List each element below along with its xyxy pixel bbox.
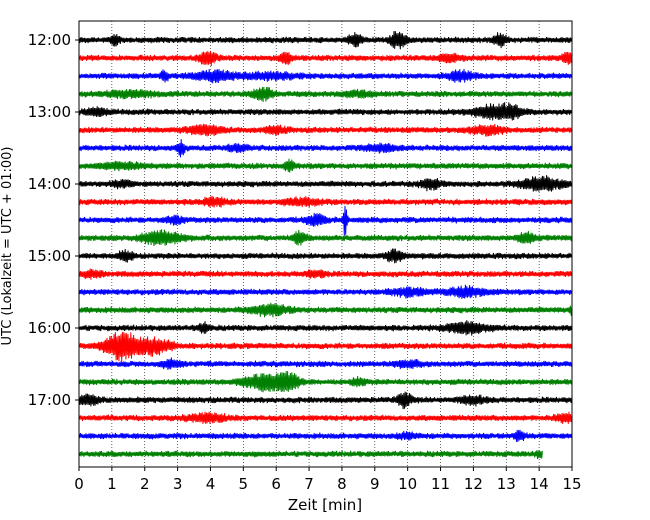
- trace-1630: [78, 357, 573, 370]
- x-tick-label: 15: [562, 475, 581, 493]
- x-tick-label: 5: [239, 475, 249, 493]
- x-tick-label: 1: [107, 475, 117, 493]
- trace-1315: [78, 123, 573, 137]
- trace-1645: [78, 371, 573, 393]
- trace-1230: [78, 68, 573, 84]
- y-tick-label: 13:00: [28, 103, 71, 121]
- x-tick-label: 4: [206, 475, 216, 493]
- trace-1530: [78, 284, 573, 299]
- trace-1215: [78, 50, 573, 67]
- trace-1345: [78, 158, 573, 173]
- trace-1615: [78, 331, 573, 363]
- trace-1400: [78, 175, 573, 192]
- trace-1430: [78, 205, 573, 236]
- x-tick-label: 11: [431, 475, 450, 493]
- y-tick-label: 14:00: [28, 175, 71, 193]
- y-tick-label: 12:00: [28, 31, 71, 49]
- x-tick-label: 6: [271, 475, 281, 493]
- x-axis-ticks: 0 1 2 3 4 5 6 7 8 9 10 11 12 13 14 15: [74, 467, 582, 493]
- x-tick-label: 0: [74, 475, 84, 493]
- y-tick-label: 17:00: [28, 391, 71, 409]
- x-tick-label: 9: [370, 475, 380, 493]
- trace-1700: [78, 391, 573, 410]
- trace-1500: [78, 248, 573, 264]
- trace-1300: [78, 102, 573, 121]
- trace-1745: [78, 450, 543, 460]
- trace-1445: [78, 229, 573, 247]
- y-tick-label: 16:00: [28, 319, 71, 337]
- y-axis-ticks: 12:00 13:00 14:00 15:00 16:00 17:00: [28, 31, 79, 409]
- trace-1245: [78, 86, 573, 103]
- trace-1730: [78, 429, 573, 442]
- x-axis-label: Zeit [min]: [288, 496, 362, 514]
- trace-1200: [78, 30, 573, 50]
- x-tick-label: 3: [173, 475, 183, 493]
- trace-1545: [78, 302, 573, 318]
- trace-1515: [78, 268, 573, 280]
- x-tick-label: 8: [337, 475, 347, 493]
- trace-1715: [78, 411, 573, 424]
- vertical-gridlines: [111, 21, 540, 467]
- x-tick-label: 14: [530, 475, 549, 493]
- trace-1600: [78, 320, 573, 336]
- plot-frame: [78, 20, 573, 468]
- x-tick-label: 2: [140, 475, 150, 493]
- x-tick-label: 13: [497, 475, 516, 493]
- x-tick-label: 7: [304, 475, 314, 493]
- y-axis-label: UTC (Lokalzeit = UTC + 01:00): [0, 147, 15, 346]
- trace-1415: [78, 195, 573, 208]
- x-tick-label: 10: [398, 475, 417, 493]
- trace-lines: [78, 30, 573, 460]
- y-tick-label: 15:00: [28, 247, 71, 265]
- trace-1330: [78, 139, 573, 158]
- x-tick-label: 12: [464, 475, 483, 493]
